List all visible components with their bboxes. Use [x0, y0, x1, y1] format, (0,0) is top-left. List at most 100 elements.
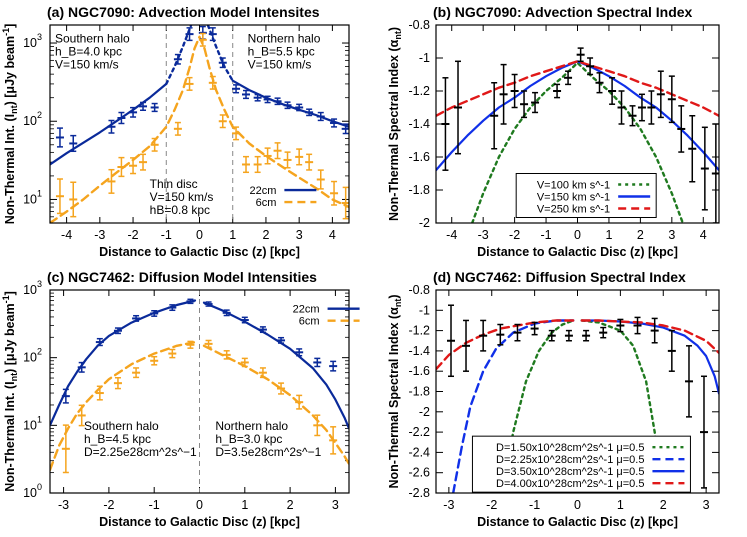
y-tick-label: 10 [23, 418, 37, 432]
data-point [240, 316, 249, 324]
y-label-part: ] [3, 291, 17, 295]
data-point [628, 105, 637, 127]
y-label-part: ) [ [3, 360, 17, 373]
data-layer [436, 47, 719, 223]
y-tick-label: -1.2 [408, 84, 430, 98]
chart-title: (c) NGC7462: Diffusion Model Intensities [47, 269, 317, 285]
annotation-text: Northern halo [248, 31, 321, 45]
legend-label: V=150 km s^-1 [537, 192, 610, 204]
y-tick-label: -1.4 [408, 117, 430, 131]
data-point [186, 340, 195, 349]
y-tick-exponent: 2 [37, 110, 42, 120]
y-tick-exponent: 3 [37, 279, 42, 289]
data-point [547, 329, 556, 342]
data-point [204, 339, 213, 348]
x-tick-label: -3 [58, 498, 69, 512]
annotation-text: h_B=5.5 kpc [248, 44, 315, 58]
data-point [586, 57, 595, 76]
y-axis-label: Non-Thermal Spectral Index (αnt) [387, 27, 403, 221]
x-tick-label: -2 [103, 498, 114, 512]
y-axis-label: Non-Thermal Int. (Int) [μJy beam-1] [1, 291, 19, 492]
legend-label: D=1.50x10^28cm^2s^-1 μ=0.5 [496, 442, 644, 454]
x-tick-label: -2 [127, 228, 138, 242]
y-label-part: Non-Thermal Int. (I [3, 381, 17, 491]
x-tick-label: 0 [574, 498, 581, 512]
data-point [253, 155, 262, 174]
data-point [253, 93, 262, 102]
y-tick-exponent: 1 [37, 414, 42, 424]
x-tick-label: 3 [703, 498, 710, 512]
legend-label: 22cm [249, 185, 276, 197]
data-point [150, 137, 159, 152]
data-point [185, 27, 194, 42]
data-point [283, 101, 292, 110]
data-layer [50, 25, 349, 223]
x-tick-label: -3 [443, 498, 454, 512]
y-label-part: Jy beam [3, 36, 17, 86]
data-point [117, 156, 126, 178]
legend: V=100 km s^-1V=150 km s^-1V=250 km s^-1 [515, 173, 657, 218]
y-label-superscript: -1 [1, 28, 11, 36]
y-label-part: α [387, 39, 401, 47]
series-line [202, 301, 349, 430]
y-tick-label: -1.6 [408, 150, 430, 164]
y-label-subscript: nt [393, 31, 403, 40]
data-point [55, 127, 64, 148]
data-point [599, 326, 608, 339]
y-axis-label: Non-Thermal Int. (Int) [μJy beam-1] [1, 24, 19, 225]
x-tick-label: -2 [486, 498, 497, 512]
data-point [329, 360, 338, 372]
data-point [295, 394, 304, 410]
series-line [165, 25, 234, 86]
data-point [258, 367, 267, 379]
data-point [608, 77, 617, 105]
y-tick-label: 10 [23, 114, 37, 128]
data-point [77, 361, 86, 373]
legend: D=1.50x10^28cm^2s^-1 μ=0.5D=2.25x10^28cm… [471, 435, 691, 493]
series-line [580, 319, 719, 355]
data-point [520, 90, 529, 119]
data-point [447, 304, 456, 378]
data-point [496, 323, 505, 346]
data-point [204, 301, 213, 307]
panel-d: (d) NGC7462: Diffusion Spectral Index-3-… [387, 269, 720, 529]
x-tick-label: 3 [332, 498, 339, 512]
legend-label: 6cm [256, 197, 277, 209]
x-tick-label: 1 [229, 228, 236, 242]
annotation-text: h_B=3.0 kpc [215, 432, 282, 446]
x-tick-label: -3 [478, 228, 489, 242]
data-point [656, 70, 665, 119]
data-point [139, 101, 148, 112]
data-point [61, 424, 70, 474]
series-line [580, 319, 663, 493]
data-point [564, 329, 573, 342]
data-point [295, 148, 304, 166]
legend-label: 6cm [299, 316, 320, 328]
data-point [113, 327, 122, 335]
data-point [313, 357, 322, 368]
x-tick-label: -4 [446, 228, 457, 242]
data-point [117, 111, 126, 125]
x-axis-label: Distance to Galactic Disc (z) [kpc] [477, 245, 678, 259]
data-point [305, 153, 314, 171]
series-line [50, 82, 168, 166]
y-tick-label: -1.8 [408, 385, 430, 399]
x-axis-label: Distance to Galactic Disc (z) [kpc] [99, 515, 300, 529]
y-tick-label: -1 [419, 51, 430, 65]
data-point [576, 47, 585, 63]
data-point [150, 355, 159, 366]
data-point [699, 375, 708, 489]
y-tick-label: -0.8 [408, 283, 430, 297]
data-point [454, 60, 463, 155]
x-tick-label: -1 [149, 498, 160, 512]
x-tick-label: 4 [329, 228, 336, 242]
annotation-text: V=150 km/s [248, 57, 312, 71]
data-point [647, 90, 656, 125]
data-point [150, 102, 159, 113]
data-point [553, 83, 562, 99]
data-point [95, 337, 104, 347]
y-label-part: μ [3, 86, 17, 94]
data-point [277, 336, 286, 344]
